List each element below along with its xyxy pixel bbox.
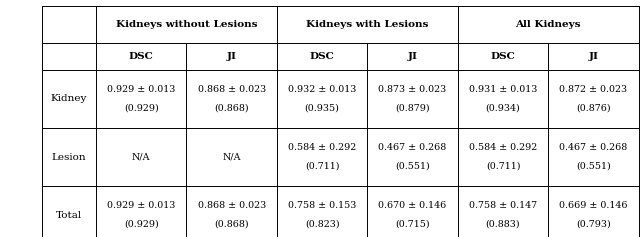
Text: DSC: DSC [310, 52, 335, 61]
Text: (0.876): (0.876) [576, 104, 611, 113]
Text: (0.935): (0.935) [305, 104, 340, 113]
Text: N/A: N/A [132, 153, 150, 161]
Text: 0.584 ± 0.292: 0.584 ± 0.292 [469, 143, 537, 152]
Text: JI: JI [589, 52, 598, 61]
Text: JI: JI [227, 52, 237, 61]
Text: 0.931 ± 0.013: 0.931 ± 0.013 [469, 85, 537, 94]
Text: DSC: DSC [129, 52, 154, 61]
Text: 0.872 ± 0.023: 0.872 ± 0.023 [559, 85, 628, 94]
Text: 0.669 ± 0.146: 0.669 ± 0.146 [559, 201, 628, 210]
Text: JI: JI [408, 52, 417, 61]
Text: (0.551): (0.551) [576, 162, 611, 171]
Text: (0.551): (0.551) [396, 162, 430, 171]
Text: (0.793): (0.793) [576, 220, 611, 229]
Text: (0.929): (0.929) [124, 104, 159, 113]
Text: Kidney: Kidney [51, 95, 87, 103]
Text: Lesion: Lesion [51, 153, 86, 161]
Text: All Kidneys: All Kidneys [515, 20, 581, 29]
Text: N/A: N/A [223, 153, 241, 161]
Text: 0.467 ± 0.268: 0.467 ± 0.268 [378, 143, 447, 152]
Text: (0.868): (0.868) [214, 220, 249, 229]
Text: Kidneys without Lesions: Kidneys without Lesions [116, 20, 257, 29]
Text: 0.670 ± 0.146: 0.670 ± 0.146 [378, 201, 447, 210]
Text: DSC: DSC [491, 52, 515, 61]
Text: (0.934): (0.934) [486, 104, 520, 113]
Text: 0.868 ± 0.023: 0.868 ± 0.023 [198, 85, 266, 94]
Text: 0.932 ± 0.013: 0.932 ± 0.013 [288, 85, 356, 94]
Text: 0.467 ± 0.268: 0.467 ± 0.268 [559, 143, 628, 152]
Text: (0.929): (0.929) [124, 220, 159, 229]
Text: 0.873 ± 0.023: 0.873 ± 0.023 [378, 85, 447, 94]
Text: (0.883): (0.883) [486, 220, 520, 229]
Text: (0.715): (0.715) [396, 220, 430, 229]
Text: 0.584 ± 0.292: 0.584 ± 0.292 [288, 143, 356, 152]
Text: (0.711): (0.711) [486, 162, 520, 171]
Text: 0.868 ± 0.023: 0.868 ± 0.023 [198, 201, 266, 210]
Text: Total: Total [56, 211, 82, 219]
Text: 0.758 ± 0.147: 0.758 ± 0.147 [469, 201, 537, 210]
Text: (0.879): (0.879) [396, 104, 430, 113]
Text: (0.711): (0.711) [305, 162, 339, 171]
Text: (0.868): (0.868) [214, 104, 249, 113]
Text: 0.929 ± 0.013: 0.929 ± 0.013 [107, 201, 175, 210]
Text: Kidneys with Lesions: Kidneys with Lesions [306, 20, 429, 29]
Text: 0.758 ± 0.153: 0.758 ± 0.153 [288, 201, 356, 210]
Text: (0.823): (0.823) [305, 220, 339, 229]
Text: 0.929 ± 0.013: 0.929 ± 0.013 [107, 85, 175, 94]
